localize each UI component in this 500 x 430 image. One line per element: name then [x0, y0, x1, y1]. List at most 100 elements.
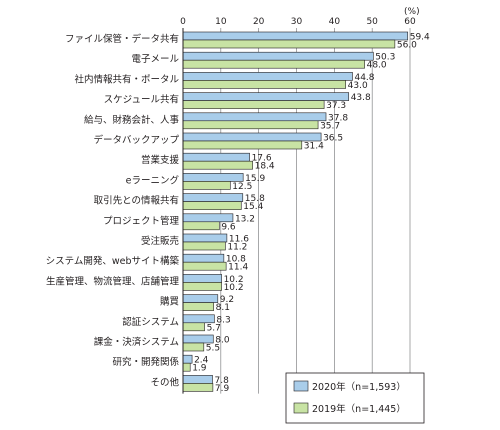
x-tick-label: 20: [253, 17, 265, 27]
bar: [182, 334, 214, 344]
data-label: 59.4: [410, 33, 430, 43]
category-label: その他: [150, 376, 179, 388]
bar: [182, 314, 215, 324]
category-label: eラーニング: [126, 174, 180, 186]
data-label: 1.9: [192, 364, 207, 374]
category-label: 受注販売: [141, 235, 179, 247]
bar: [182, 31, 409, 41]
data-label: 35.7: [320, 121, 340, 131]
data-label: 5.5: [206, 344, 220, 354]
data-label: 8.3: [216, 315, 230, 325]
bar: [182, 261, 227, 271]
data-label: 11.4: [228, 263, 248, 273]
category-label: 生産管理、物流管理、店舗管理: [46, 275, 180, 287]
bar: [182, 51, 374, 61]
data-label: 48.0: [367, 61, 387, 71]
bar: [182, 221, 220, 231]
category-label: 営業支援: [141, 154, 180, 166]
legend-label-2019: 2019年（n=1,445）: [312, 403, 406, 415]
data-label: 43.8: [351, 93, 371, 103]
bar: [182, 282, 222, 291]
category-label: プロジェクト管理: [103, 215, 180, 227]
value-labels: 59.456.050.348.0 44.843.0 43.8 37.3 37.835.7…: [192, 33, 430, 394]
category-label: データバックアップ: [93, 134, 179, 146]
data-label: 10.8: [226, 255, 246, 265]
category-label: ファイル保管・データ共有: [65, 33, 179, 45]
data-label: 10.2: [224, 275, 244, 285]
legend-swatch-2020: [293, 380, 309, 392]
bar: [182, 100, 325, 109]
bar: [182, 322, 205, 332]
bar: [182, 112, 327, 122]
category-label: スケジュール共有: [104, 94, 179, 106]
bar: [182, 80, 346, 89]
data-label: 44.8: [354, 73, 374, 83]
x-tick-label: 10: [215, 17, 227, 27]
data-label: 37.3: [326, 101, 346, 111]
data-label: 43.0: [348, 81, 368, 91]
category-labels: ファイル保管・データ共有電子メール社内情報共有・ポータルスケジュール共有給与、財…: [46, 33, 180, 388]
bar: [182, 362, 191, 372]
data-label: 2.4: [194, 356, 209, 366]
data-label: 31.4: [304, 142, 324, 152]
bar: [182, 253, 225, 263]
bar: [182, 173, 244, 182]
category-label: 取引先との情報共有: [94, 195, 179, 207]
legend-swatch-2019: [293, 402, 309, 414]
bar: [182, 383, 214, 392]
data-label: 37.8: [328, 113, 348, 123]
x-tick-label: 60: [404, 17, 416, 27]
x-tick-label: 40: [329, 17, 341, 27]
data-label: 9.2: [220, 295, 234, 305]
x-tick-label: 0: [180, 17, 186, 27]
bar: [182, 233, 228, 243]
category-label: 購買: [160, 296, 180, 308]
category-label: 給与、財務会計、人事: [84, 114, 180, 126]
x-tick-label: 50: [366, 17, 378, 27]
bar: [182, 354, 193, 364]
category-label: 電子メール: [131, 54, 179, 65]
data-label: 56.0: [397, 41, 417, 51]
data-label: 15.4: [243, 202, 263, 212]
legend-label-2020: 2020年（n=1,593）: [312, 381, 406, 393]
category-label: 社内情報共有・ポータル: [74, 73, 179, 85]
data-label: 11.6: [229, 235, 249, 245]
data-label: 7.8: [215, 376, 230, 386]
data-label: 13.2: [235, 214, 255, 224]
bar: [182, 132, 322, 142]
bar: [182, 375, 213, 384]
bar: [182, 39, 396, 49]
data-label: 9.6: [221, 222, 236, 232]
data-label: 8.1: [216, 303, 230, 313]
bar: [182, 72, 353, 81]
data-label: 15.8: [245, 194, 265, 204]
bar: [182, 140, 303, 150]
data-label: 11.2: [227, 243, 247, 253]
data-label: 5.7: [207, 323, 221, 333]
x-tick-label: 30: [291, 17, 303, 27]
bar: [182, 181, 231, 190]
bar: [182, 92, 350, 101]
bar: [182, 193, 244, 202]
gridlines: [220, 28, 411, 394]
bar: [182, 342, 205, 352]
category-label: 研究・開発関係: [112, 356, 179, 368]
bar: [182, 201, 242, 210]
data-label: 12.5: [232, 182, 252, 192]
data-label: 50.3: [375, 53, 395, 63]
legend: 2020年（n=1,593） 2019年（n=1,445）: [285, 372, 425, 424]
category-label: システム開発、webサイト構築: [46, 255, 180, 267]
bar: [182, 294, 219, 303]
data-label: 7.9: [215, 384, 230, 394]
bar: [182, 274, 222, 283]
category-label: 課金・決済システム: [94, 336, 179, 348]
data-label: 15.9: [245, 174, 265, 184]
category-label: 認証システム: [122, 316, 179, 328]
data-label: 10.2: [224, 283, 244, 293]
bar: [182, 59, 365, 69]
data-label: 8.0: [215, 336, 230, 346]
unit-label: (%): [404, 7, 420, 17]
bar: [182, 241, 226, 251]
bar: [182, 152, 250, 162]
